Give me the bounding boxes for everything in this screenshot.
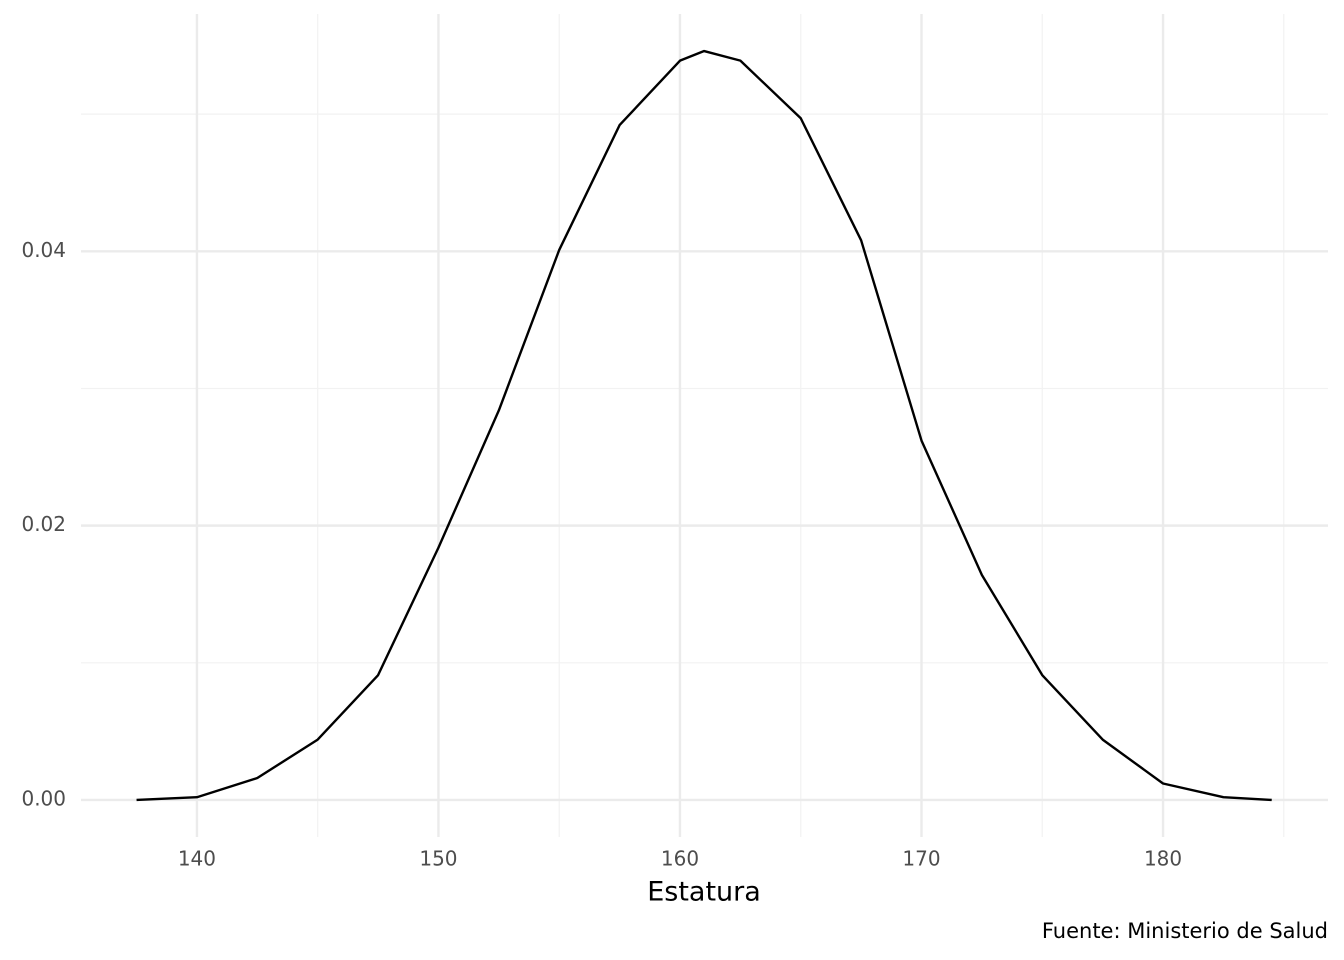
x-tick-label: 150	[419, 847, 457, 871]
x-axis-title: Estatura	[647, 877, 761, 908]
grid	[81, 14, 1328, 837]
y-tick-label: 0.04	[21, 238, 66, 262]
y-tick-label: 0.02	[21, 512, 66, 536]
x-tick-label: 180	[1144, 847, 1182, 871]
x-tick-label: 170	[902, 847, 940, 871]
x-tick-label: 160	[661, 847, 699, 871]
caption: Fuente: Ministerio de Salud	[1042, 919, 1328, 943]
y-tick-label: 0.00	[21, 786, 66, 810]
density-line	[136, 49, 1272, 802]
x-tick-label: 140	[178, 847, 216, 871]
